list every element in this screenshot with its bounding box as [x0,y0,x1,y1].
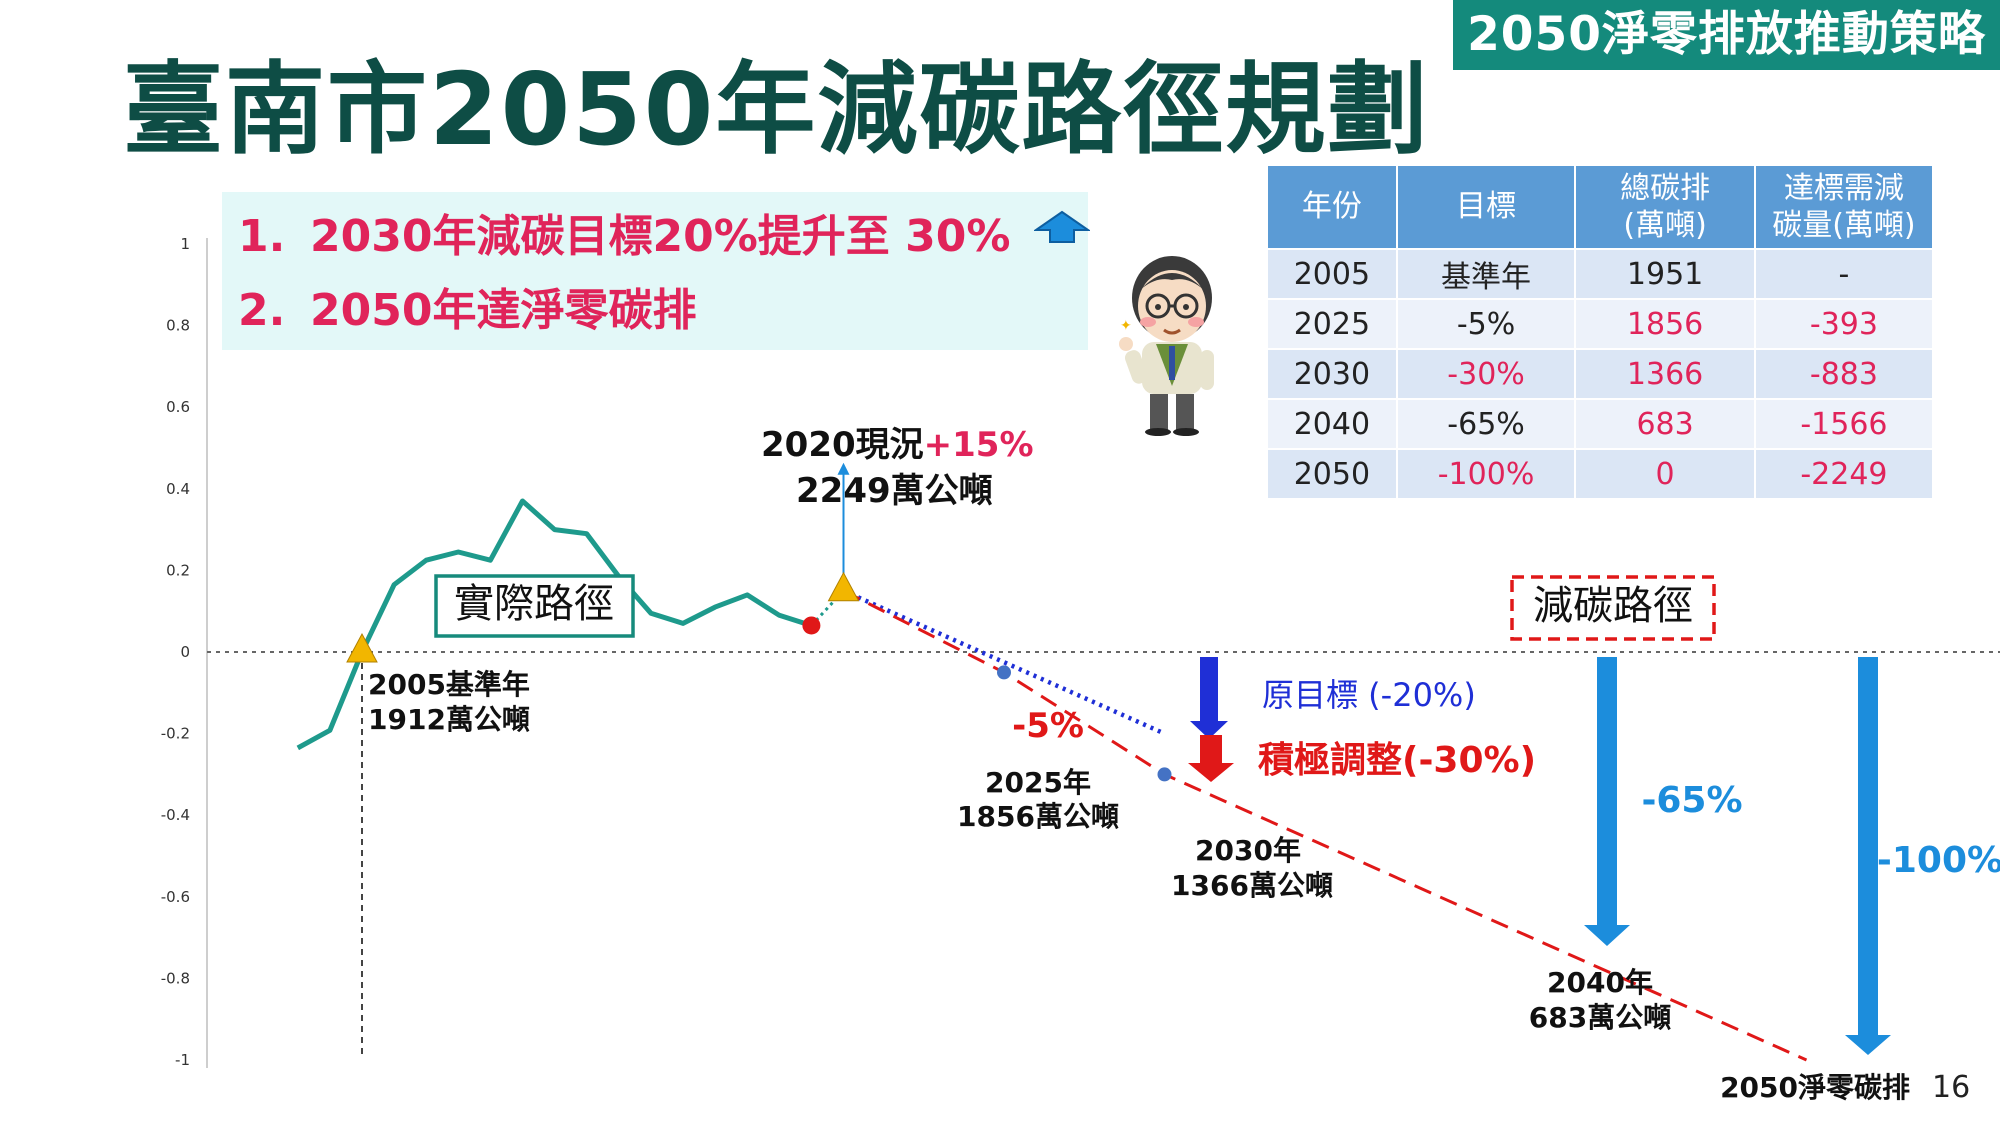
current-year-label: 2020現況+15% [761,425,1034,465]
original-target-line [842,588,1166,736]
cell-reduce: -883 [1753,348,1935,400]
table-row: 2005 基準年 1951- [1266,248,1935,300]
original-target-arrow [1200,657,1218,721]
cell-total: 1366 [1574,348,1756,400]
cell-reduce: -2249 [1753,448,1935,500]
y-tick-label: -0.8 [161,969,190,987]
goal-number: 1. [238,211,286,262]
cell-target: -30% [1395,348,1577,400]
year-2040-label: 2040年 [1547,966,1653,999]
cell-total: 0 [1574,448,1756,500]
actual-path-line [296,498,813,751]
cell-total: 1951 [1574,248,1756,300]
goal-number: 2. [238,285,286,336]
y-tick-label: 0.4 [166,480,190,498]
y-tick-label: 0.6 [166,398,190,416]
table-header-row: 年份 目標 總碳排 (萬噸) 達標需減 碳量(萬噸) [1266,164,1935,250]
goal-item-1: 1. 2030年減碳目標20%提升至 30% [238,200,1010,264]
goal-text: 2030年減碳目標20%提升至 30% [310,211,1011,262]
y-tick-label: -0.6 [161,888,190,906]
triangle-marker [346,632,378,663]
cell-total: 683 [1574,398,1756,450]
y-tick-label: -0.4 [161,806,190,824]
actual-path-box [434,574,635,638]
arrow-2040-head [1584,925,1630,946]
cell-reduce: -393 [1753,298,1935,350]
strategy-banner: 2050淨零排放推動策略 [1453,0,2000,70]
up-arrow-icon [1034,210,1090,243]
baseline-year-label: 2005基準年 [368,668,530,701]
cell-year: 2005 [1266,248,1398,300]
reduction-path-label: 減碳路徑 [1533,583,1693,629]
current-value-label: 2249萬公噸 [796,471,993,511]
pct-2050-label: -100% [1877,840,2000,881]
cell-target: -5% [1395,298,1577,350]
point-marker [1157,767,1172,782]
table-row: 2030 -30% 1366 -883 [1266,348,1935,400]
pct-2040-label: -65% [1641,780,1742,821]
emissions-table: 年份 目標 總碳排 (萬噸) 達標需減 碳量(萬噸) 2005 基準年 1951-202… [1266,164,1935,500]
arrow-2050-head [1845,1035,1891,1055]
active-adjust-label: 積極調整(-30%) [1258,740,1536,781]
header-target: 目標 [1395,164,1577,250]
year-2030-label: 2030年 [1195,834,1301,867]
point-marker [802,616,821,635]
pct-2025-label: -5% [1012,706,1084,746]
arrow-2040 [1597,657,1617,925]
arrow-2050 [1858,657,1878,1035]
y-axis-ticks: 1 0.8 0.6 0.4 0.2 0 -0.2 -0.4 -0.6 -0.8 -1 [161,235,190,1069]
cell-year: 2030 [1266,348,1398,400]
marker-layer [346,571,1172,782]
baseline-value-label: 1912萬公噸 [368,703,530,736]
y-tick-label: 0 [180,643,190,661]
original-target-label: 原目標 (-20%) [1262,676,1476,714]
table-row: 2050 -100% 0 -2249 [1266,448,1935,500]
cell-year: 2050 [1266,448,1398,500]
current-up-arrow-head [837,462,850,475]
cell-reduce: - [1753,248,1935,300]
goals-box: 1. 2030年減碳目標20%提升至 30% 2. 2050年達淨零碳排 [222,192,1090,350]
header-total: 總碳排 (萬噸) [1574,164,1756,250]
page-number: 16 [1932,1070,1971,1105]
header-year: 年份 [1266,164,1398,250]
table-row: 2025 -5% 1856 -393 [1266,298,1935,350]
cell-reduce: -1566 [1753,398,1935,450]
table-row: 2040 -65% 683 -1566 [1266,398,1935,450]
y-tick-label: 0.2 [166,561,190,579]
goal-text: 2050年達淨零碳排 [310,285,697,336]
active-adjust-arrow-head [1188,763,1234,782]
cell-target: 基準年 [1395,248,1577,300]
cell-target: -100% [1395,448,1577,500]
svg-text:✦: ✦ [1120,318,1132,334]
y-tick-label: -0.2 [161,725,190,743]
reduction-path-box [1510,575,1716,641]
year-2025-label: 2025年 [985,766,1091,799]
value-2025-label: 1856萬公噸 [957,800,1119,833]
y-tick-label: 0.8 [166,317,190,335]
active-adjust-arrow [1200,735,1222,763]
cell-year: 2025 [1266,298,1398,350]
y-tick-label: 1 [180,235,190,253]
cell-year: 2040 [1266,398,1398,450]
goal-item-2: 2. 2050年達淨零碳排 [238,274,696,338]
mayor-mascot-illustration: ✦ [1119,256,1214,436]
triangle-marker [827,571,860,602]
page-title: 臺南市2050年減碳路徑規劃 [123,51,1430,168]
y-tick-label: -1 [175,1051,190,1069]
cell-total: 1856 [1574,298,1756,350]
cell-target: -65% [1395,398,1577,450]
header-reduce: 達標需減 碳量(萬噸) [1753,164,1935,250]
net-zero-label: 2050淨零碳排 [1720,1071,1910,1104]
point-marker [997,665,1011,680]
value-2030-label: 1366萬公噸 [1171,869,1333,902]
value-2040-label: 683萬公噸 [1529,1001,1671,1034]
actual-path-label: 實際路徑 [454,581,614,627]
original-target-arrow-head [1190,721,1228,739]
